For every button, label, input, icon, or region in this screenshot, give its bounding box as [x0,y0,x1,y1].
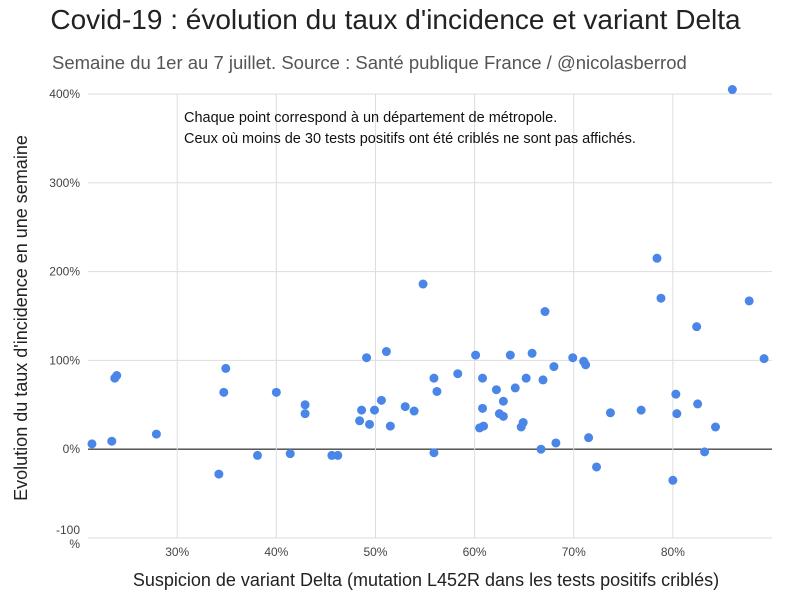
x-tick-label: 40% [264,545,288,559]
y-tick-label: 300% [49,176,80,190]
data-point [429,373,439,383]
data-points [87,85,769,485]
data-point [700,447,710,457]
data-point [692,322,702,332]
data-point [652,253,662,263]
data-point [759,354,769,364]
data-point [365,419,375,429]
data-point [656,293,666,303]
x-tick-label: 60% [463,545,487,559]
y-tick-label: -100 [56,523,80,537]
data-point [592,462,602,472]
data-point [418,279,428,289]
data-point [510,383,520,393]
data-point [300,400,310,410]
data-point [540,307,550,317]
y-axis-title: Evolution du taux d'incidence en une sem… [11,135,31,501]
y-tick-label: 0% [63,442,81,456]
data-point [568,353,578,363]
data-point [478,403,488,413]
data-point [355,416,365,426]
data-point [381,347,391,357]
data-point [744,296,754,306]
data-point [385,421,395,431]
data-point [605,408,615,418]
x-axis-title: Suspicion de variant Delta (mutation L45… [133,570,719,590]
data-point [527,348,537,358]
data-point [727,85,737,95]
data-point [538,375,548,385]
data-point [505,350,515,360]
data-point [400,402,410,412]
data-point [221,363,231,373]
data-point [693,399,703,409]
data-point [369,405,379,415]
x-tick-label: 30% [165,545,189,559]
y-tick-label: 400% [49,87,80,101]
x-tick-label: 50% [363,545,387,559]
data-point [668,475,678,485]
data-point [536,444,546,454]
chart-subtitle: Semaine du 1er au 7 juillet. Source : Sa… [52,52,687,73]
data-point [710,422,720,432]
data-point [518,418,528,428]
x-tick-label: 80% [661,545,685,559]
data-point [432,386,442,396]
data-point [521,373,531,383]
data-point [409,406,419,416]
y-tick-label: % [69,537,80,551]
y-tick-label: 200% [49,265,80,279]
data-point [271,387,281,397]
tick-labels: 400% 300% 200% 100% 0% -100% 30% 40% 50% 60% 70% 80… [49,87,685,559]
data-point [219,387,229,397]
data-point [112,370,122,380]
data-point [87,439,97,449]
data-point [471,350,481,360]
annotation-line-1: Chaque point correspond à un département… [184,110,557,126]
x-tick-label: 70% [562,545,586,559]
data-point [671,389,681,399]
data-point [479,421,489,431]
data-point [429,448,439,458]
data-point [362,353,372,363]
data-point [549,362,559,372]
data-point [253,450,263,460]
data-point [636,405,646,415]
gridlines [88,93,772,539]
data-point [581,360,591,370]
data-point [333,450,343,460]
data-point [300,409,310,419]
data-point [107,436,117,446]
data-point [214,469,224,479]
annotation-line-2: Ceux où moins de 30 tests positifs ont é… [184,131,636,147]
data-point [453,369,463,379]
chart-title: Covid-19 : évolution du taux d'incidence… [50,4,741,35]
data-point [151,429,161,439]
y-tick-label: 100% [49,353,80,367]
data-point [584,433,594,443]
data-point [478,373,488,383]
data-point [672,409,682,419]
data-point [491,385,501,395]
data-point [285,449,295,459]
data-point [498,411,508,421]
data-point [376,395,386,405]
data-point [498,396,508,406]
data-point [357,405,367,415]
data-point [551,438,561,448]
